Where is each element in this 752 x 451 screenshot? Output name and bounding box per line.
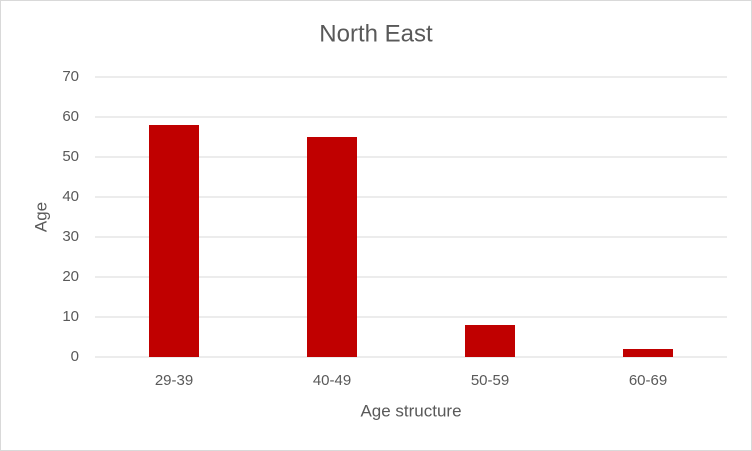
- y-tick-label: 20: [62, 268, 79, 285]
- y-tick-label: 10: [62, 308, 79, 325]
- x-tick-label: 40-49: [313, 372, 351, 389]
- chart-title: North East: [319, 20, 433, 47]
- x-tick-label: 60-69: [629, 372, 667, 389]
- y-tick-label: 60: [62, 108, 79, 125]
- y-tick-label: 70: [62, 68, 79, 85]
- x-tick-label: 50-59: [471, 372, 509, 389]
- bar: [623, 349, 673, 357]
- y-axis-label: Age: [31, 202, 50, 232]
- bar: [307, 137, 357, 357]
- y-tick-label: 50: [62, 148, 79, 165]
- y-tick-label: 0: [71, 348, 79, 365]
- y-tick-label: 30: [62, 228, 79, 245]
- x-tick-label: 29-39: [155, 372, 193, 389]
- y-tick-label: 40: [62, 188, 79, 205]
- bar: [149, 125, 199, 357]
- bar: [465, 325, 515, 357]
- x-axis-label: Age structure: [360, 401, 461, 420]
